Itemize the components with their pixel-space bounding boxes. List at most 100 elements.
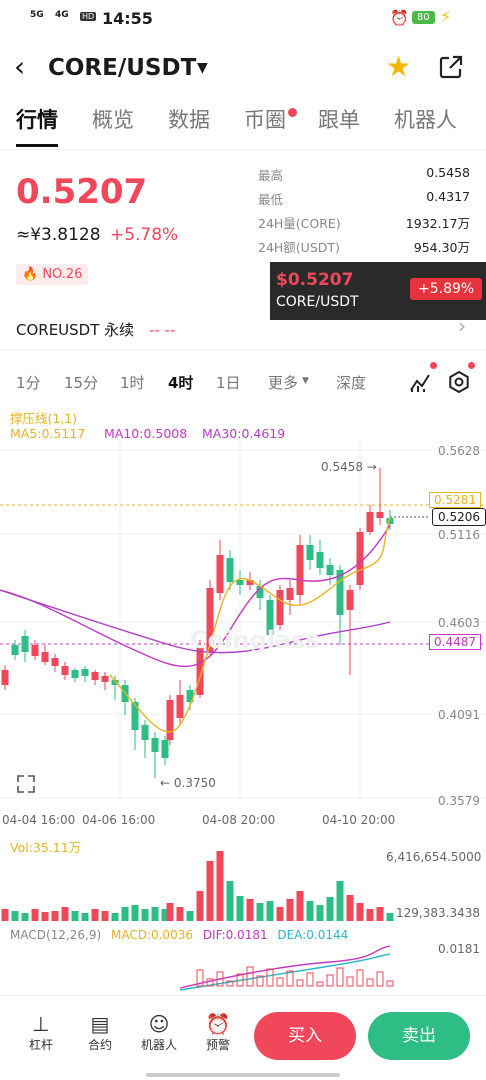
interval-1d[interactable]: 1日 bbox=[216, 374, 241, 392]
volume-chart bbox=[1, 851, 394, 921]
candle-body bbox=[336, 570, 344, 615]
nav-futures[interactable]: ▤ 合约 bbox=[75, 1012, 125, 1053]
volume-bar bbox=[121, 907, 129, 921]
sell-button[interactable]: 卖出 bbox=[368, 1012, 470, 1060]
interval-4h[interactable]: 4时 bbox=[168, 374, 194, 392]
nav-margin[interactable]: ⊥ 杠杆 bbox=[16, 1012, 66, 1053]
tab-overview[interactable]: 概览 bbox=[92, 108, 134, 132]
candle-body bbox=[161, 740, 169, 758]
settings-icon[interactable] bbox=[447, 370, 471, 394]
dropdown-caret-icon[interactable]: ▼ bbox=[197, 60, 208, 76]
home-indicator bbox=[146, 1073, 340, 1077]
nav-alert[interactable]: ⏰ 预警 bbox=[193, 1012, 243, 1053]
settings-dot bbox=[468, 362, 475, 369]
buy-button[interactable]: 买入 bbox=[254, 1012, 356, 1060]
signal-5g: 5G bbox=[30, 10, 44, 20]
stat-high-label: 最高 bbox=[258, 168, 284, 183]
watermark: Coinglass bbox=[190, 626, 320, 654]
candles bbox=[1, 468, 394, 778]
pair-title[interactable]: CORE/USDT bbox=[48, 55, 197, 81]
volume-bar bbox=[306, 901, 314, 921]
interval-1m[interactable]: 1分 bbox=[16, 374, 41, 392]
macd-title: MACD(12,26,9) bbox=[10, 928, 102, 942]
volume-bar bbox=[71, 911, 79, 921]
macd-bar bbox=[356, 969, 364, 987]
ma5-label: MA5:0.5117 bbox=[10, 426, 86, 441]
low-annotation: ← 0.3750 bbox=[160, 776, 216, 790]
candle-body bbox=[71, 670, 79, 678]
candle-body bbox=[216, 555, 224, 593]
interval-1h[interactable]: 1时 bbox=[120, 374, 145, 392]
interval-depth[interactable]: 深度 bbox=[336, 374, 367, 392]
volume-bar bbox=[21, 913, 29, 921]
volume-bar bbox=[196, 891, 204, 921]
floating-ticker[interactable]: $0.5207 CORE/USDT +5.89% bbox=[270, 262, 486, 320]
futures-icon: ▤ bbox=[90, 1012, 110, 1036]
volume-bar bbox=[346, 895, 354, 921]
tab-data[interactable]: 数据 bbox=[168, 108, 210, 132]
candle-body bbox=[206, 588, 214, 652]
date-1: 04-04 16:00 bbox=[2, 813, 76, 827]
interval-15m[interactable]: 15分 bbox=[64, 374, 99, 392]
candle-body bbox=[266, 600, 274, 635]
volume-bar bbox=[366, 909, 374, 921]
volume-bar bbox=[216, 851, 224, 921]
tab-community[interactable]: 币圈 bbox=[244, 108, 286, 132]
volume-bar bbox=[236, 896, 244, 921]
tab-bot[interactable]: 机器人 bbox=[394, 108, 457, 132]
macd-bar bbox=[226, 980, 234, 987]
stat-low-label: 最低 bbox=[258, 192, 284, 207]
ma30-line bbox=[0, 589, 391, 654]
macd-bar bbox=[346, 976, 354, 987]
candle-body bbox=[131, 702, 139, 730]
candle-body bbox=[316, 552, 324, 568]
candle-body bbox=[81, 669, 89, 676]
nav-bot-label: 机器人 bbox=[140, 1038, 177, 1052]
rank-badge[interactable]: 🔥 NO.26 bbox=[16, 264, 89, 285]
volume-bar bbox=[176, 907, 184, 921]
perp-row[interactable]: COREUSDT 永续 -- -- bbox=[16, 319, 175, 340]
macd-bar bbox=[306, 972, 314, 987]
interval-more[interactable]: 更多 bbox=[268, 374, 299, 392]
dif-value: DIF:0.0181 bbox=[202, 928, 268, 942]
nav-bot[interactable]: ☺ 机器人 bbox=[134, 1012, 184, 1053]
candle-body bbox=[356, 532, 364, 585]
volume-bar bbox=[111, 913, 119, 921]
bottom-divider bbox=[0, 995, 486, 996]
candle-body bbox=[326, 565, 334, 575]
volume-bar bbox=[161, 909, 169, 921]
last-price: 0.5207 bbox=[16, 172, 148, 212]
candle-body bbox=[61, 666, 69, 675]
candle-body bbox=[376, 512, 384, 518]
axis-price-2: 0.5116 bbox=[438, 528, 480, 542]
volume-bar bbox=[101, 911, 109, 921]
star-icon[interactable]: ★ bbox=[386, 50, 412, 83]
back-arrow-icon[interactable]: ‹ bbox=[14, 50, 26, 83]
macd-bar bbox=[376, 971, 384, 987]
tab-market[interactable]: 行情 bbox=[16, 108, 58, 132]
bot-icon: ☺ bbox=[148, 1012, 170, 1036]
more-caret-icon[interactable]: ▼ bbox=[302, 376, 309, 386]
volume-bar bbox=[186, 911, 194, 921]
current-price-tag: 0.5206 bbox=[432, 508, 486, 526]
fullscreen-icon[interactable] bbox=[16, 774, 36, 794]
candlestick-chart[interactable] bbox=[0, 440, 486, 800]
share-icon[interactable] bbox=[438, 54, 464, 80]
indicator-icon[interactable] bbox=[408, 370, 432, 394]
candle-body bbox=[111, 680, 119, 685]
candle-body bbox=[151, 738, 159, 752]
tab-copytrade[interactable]: 跟单 bbox=[318, 108, 360, 132]
notification-dot bbox=[288, 108, 297, 117]
candle-body bbox=[236, 580, 244, 585]
grid-lines bbox=[0, 440, 486, 800]
perp-label: COREUSDT 永续 bbox=[16, 321, 135, 339]
stat-low-value: 0.4317 bbox=[426, 189, 470, 204]
volume-bar bbox=[61, 907, 69, 921]
volume-label: Vol:35.11万 bbox=[10, 840, 82, 855]
candle-body bbox=[286, 588, 294, 600]
tab-underline bbox=[16, 144, 58, 147]
macd-axis: 0.0181 bbox=[438, 942, 480, 956]
macd-bar bbox=[286, 970, 294, 987]
axis-price-4: 0.4091 bbox=[438, 708, 480, 722]
chevron-right-icon[interactable]: › bbox=[458, 314, 466, 338]
